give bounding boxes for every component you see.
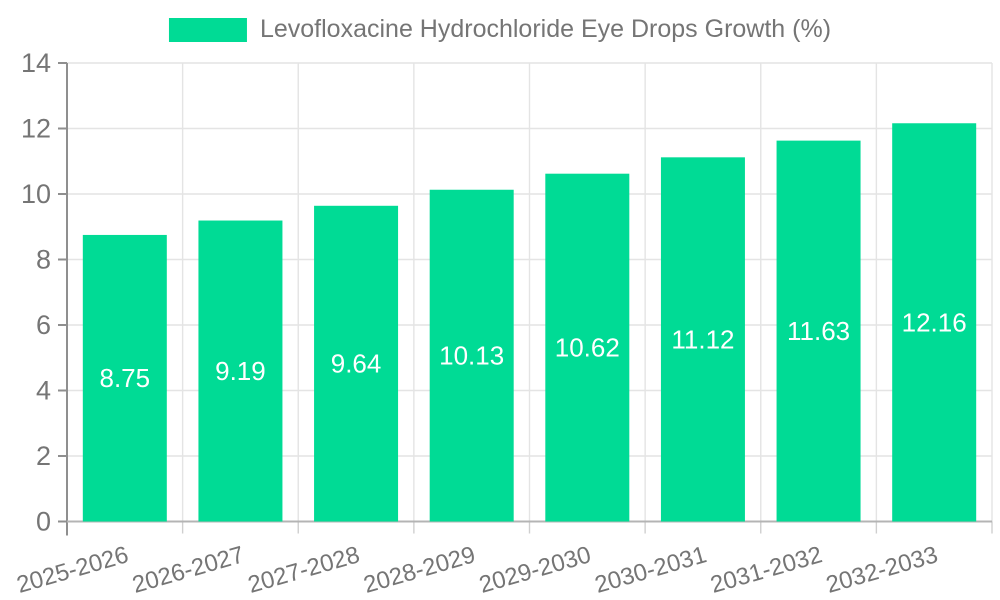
y-tick-label: 12 — [21, 114, 51, 144]
x-tick-label: 2031-2032 — [707, 541, 825, 599]
x-tick-label: 2026-2027 — [129, 541, 247, 599]
x-tick-label: 2025-2026 — [14, 541, 132, 599]
bar-value-label: 9.19 — [215, 356, 266, 386]
x-tick-label: 2027-2028 — [245, 541, 363, 599]
legend-item[interactable]: Levofloxacine Hydrochloride Eye Drops Gr… — [168, 15, 832, 43]
y-tick-label: 2 — [36, 441, 51, 471]
y-tick-label: 8 — [36, 245, 51, 275]
bar-2030-2031 — [660, 157, 745, 522]
bar-value-label: 12.16 — [902, 307, 967, 337]
bar-value-label: 11.12 — [671, 324, 734, 354]
y-tick-label: 14 — [21, 48, 51, 78]
bar-2026-2027 — [198, 220, 283, 522]
bar-value-label: 9.64 — [331, 349, 382, 379]
y-tick-label: 6 — [36, 310, 51, 340]
legend-swatch — [168, 17, 247, 42]
bar-value-label: 11.63 — [787, 316, 850, 346]
bar-2028-2029 — [429, 189, 514, 522]
bar-value-label: 10.62 — [555, 333, 620, 363]
x-tick-label: 2028-2029 — [361, 541, 479, 599]
x-tick-label: 2029-2030 — [476, 541, 594, 599]
bar-value-label: 8.75 — [100, 363, 151, 393]
bar-2029-2030 — [545, 173, 630, 522]
legend-label: Levofloxacine Hydrochloride Eye Drops Gr… — [259, 15, 832, 43]
y-tick-label: 10 — [21, 179, 51, 209]
bar-2027-2028 — [314, 205, 399, 522]
bar-2031-2032 — [776, 140, 861, 522]
bar-value-label: 10.13 — [439, 341, 504, 371]
y-tick-label: 0 — [36, 507, 51, 537]
x-tick-label: 2032-2033 — [823, 541, 941, 599]
bar-2032-2033 — [892, 123, 977, 522]
x-tick-label: 2030-2031 — [592, 541, 710, 599]
y-tick-label: 4 — [36, 376, 51, 406]
bar-2025-2026 — [82, 234, 167, 522]
